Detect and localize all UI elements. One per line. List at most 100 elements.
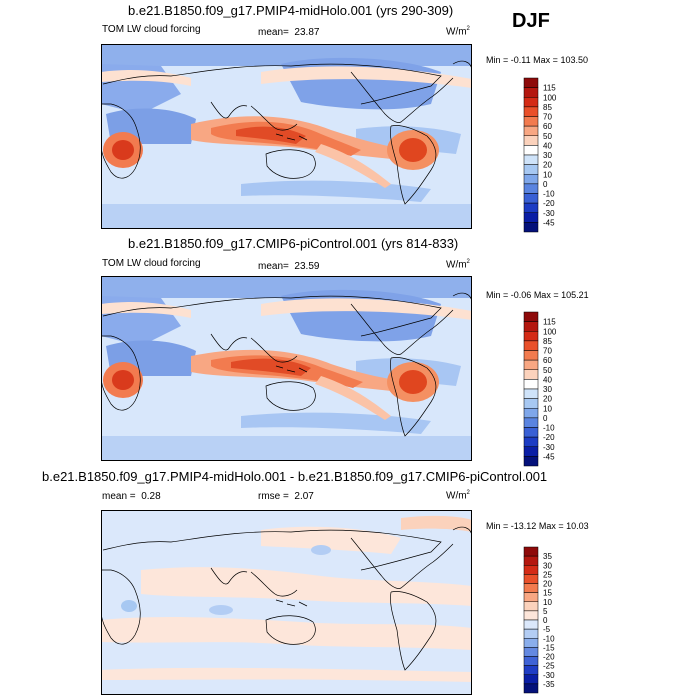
coast-samerica: [390, 125, 437, 205]
colorbar-box: [523, 408, 539, 419]
panel3-rmse-value: 2.07: [294, 491, 314, 502]
panel3-min-value: -13.12: [510, 521, 537, 531]
south-polar-band: [101, 204, 472, 229]
colorbar-tick-label: 60: [543, 356, 552, 365]
panel1-variable: TOM LW cloud forcing: [102, 24, 201, 35]
colorbar-box: [523, 77, 539, 88]
colorbar-box: [523, 417, 539, 428]
panel1-min-value: -0.11: [510, 55, 531, 65]
panel2-units-exp: 2: [466, 259, 470, 265]
colorbar-box: [523, 647, 539, 657]
colorbar-tick-label: 30: [543, 385, 552, 394]
colorbar-box: [523, 321, 539, 332]
colorbar-box: [523, 311, 539, 322]
colorbar-tick-label: 70: [543, 113, 552, 122]
colorbar-box: [523, 125, 539, 136]
coast-australia: [265, 615, 316, 645]
coast-samerica: [390, 591, 437, 671]
colorbar-tick-label: 30: [543, 561, 552, 570]
panel1-units-base: W/m: [446, 26, 467, 38]
colorbar-box: [523, 656, 539, 666]
colorbar-tick-label: 0: [543, 414, 548, 423]
eurasia-low-cloud: [281, 57, 441, 110]
panel2-units: W/m2: [446, 259, 470, 270]
coast-indonesia: [275, 599, 308, 607]
coast-namerica: [350, 537, 454, 589]
panel3-max-label: Max =: [538, 521, 564, 531]
colorbar-box: [523, 106, 539, 117]
colorbar-tick-label: 85: [543, 337, 552, 346]
samerica-convection-core: [399, 370, 427, 394]
colorbar-box: [523, 222, 539, 233]
coast-eurasia: [102, 529, 442, 571]
season-label: DJF: [512, 10, 550, 32]
panel2-max-label: Max =: [533, 290, 559, 300]
colorbar-tick-label: 100: [543, 327, 557, 336]
africa-convection-core: [112, 140, 134, 160]
colorbar-tick-label: 15: [543, 589, 552, 598]
panel2-mean-label: mean=: [258, 261, 289, 272]
colorbar-tick-label: -30: [543, 671, 555, 680]
colorbar-tick-label: 50: [543, 132, 552, 141]
colorbar-box: [523, 388, 539, 399]
colorbar-box: [523, 135, 539, 146]
anomaly-polar: [101, 667, 472, 682]
colorbar-box: [523, 379, 539, 390]
anomaly-eurasia-neg: [311, 545, 331, 555]
map-frame: [101, 510, 472, 695]
colorbar-tick-label: -30: [543, 443, 555, 452]
colorbar-box: [523, 350, 539, 361]
colorbar-tick-label: 20: [543, 395, 552, 404]
colorbar-box: [523, 369, 539, 380]
colorbar-tick-label: -10: [543, 424, 555, 433]
panel3-mean: mean = 0.28: [102, 491, 161, 502]
panel1-title: b.e21.B1850.f09_g17.PMIP4-midHolo.001 (y…: [128, 3, 454, 18]
coast-eurasia: [102, 63, 442, 105]
coast-africa: [101, 335, 141, 411]
panel2-min-value: -0.06: [510, 290, 532, 300]
colorbar-box: [523, 193, 539, 204]
colorbar-box: [523, 583, 539, 593]
map-frame: [101, 276, 472, 461]
colorbar-box: [523, 87, 539, 98]
colorbar-tick-label: 20: [543, 580, 552, 589]
panel2-min-label: Min =: [486, 290, 509, 300]
panel1-mean-label: mean=: [258, 27, 289, 38]
panel1-mean-value: 23.87: [294, 27, 320, 38]
colorbar-tick-label: 115: [543, 318, 556, 327]
colorbar-tick-label: -45: [543, 218, 555, 227]
colorbar-box: [523, 436, 539, 447]
colorbar-box: [523, 446, 539, 457]
panel1-mean: mean= 23.87: [258, 27, 319, 38]
anomaly-africa-neg: [121, 600, 137, 612]
panel2-variable: TOM LW cloud forcing: [102, 258, 201, 269]
samerica-convection-core: [399, 138, 427, 162]
colorbar-box: [523, 592, 539, 602]
panel2-title: b.e21.B1850.f09_g17.CMIP6-piControl.001 …: [128, 236, 459, 251]
africa-convection-core: [112, 370, 134, 390]
colorbar-tick-label: 100: [543, 93, 557, 102]
colorbar-tick-label: -30: [543, 209, 555, 218]
coast-samerica: [390, 357, 437, 437]
colorbar-box: [523, 154, 539, 165]
panel2-mean: mean= 23.59: [258, 261, 319, 272]
colorbar-box: [523, 574, 539, 584]
colorbar-tick-label: -20: [543, 433, 555, 442]
anomaly-south: [101, 616, 472, 650]
colorbar-box: [523, 555, 539, 566]
colorbar-tick-label: 40: [543, 375, 552, 384]
panel1-units: W/m2: [446, 26, 470, 37]
colorbar-box: [523, 145, 539, 156]
panel1-max-value: 103.50: [560, 55, 588, 65]
colorbar-tick-label: 70: [543, 347, 552, 356]
anomaly-pacific-neg: [209, 605, 233, 615]
panel3-units-exp: 2: [466, 490, 470, 496]
colorbar-tick-label: -35: [543, 680, 555, 689]
colorbar-tick-label: -20: [543, 653, 555, 662]
coastlines: [101, 292, 472, 437]
coast-namerica: [350, 303, 454, 355]
north-polar-band: [101, 44, 472, 66]
